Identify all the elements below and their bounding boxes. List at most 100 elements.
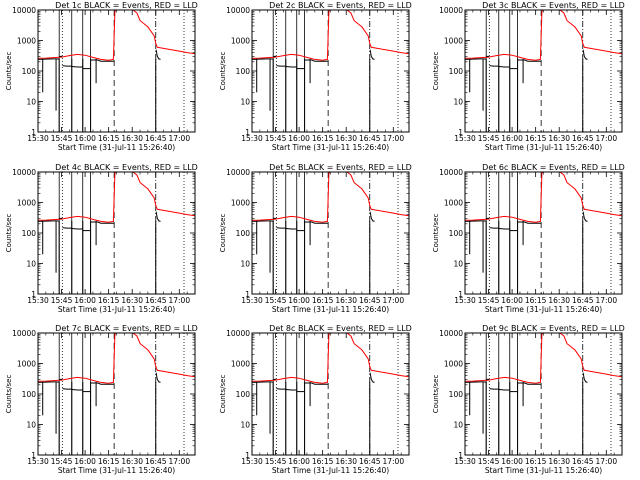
- x-tick-label: 15:30: [241, 296, 263, 305]
- series-lld-line: [465, 172, 622, 223]
- series-events-segment: [62, 65, 72, 67]
- x-axis-label: Start Time (31-Jul-11 15:26:40): [272, 143, 389, 152]
- x-tick-label: 16:45: [359, 457, 381, 466]
- series-events-segment: [90, 59, 114, 62]
- series-events-segment: [465, 220, 487, 222]
- panel-det-4: 1 10 100 1000 10000 15:30 15:45 16:00 16:15 16:30…: [5, 163, 198, 314]
- x-tick-label: 16:00: [501, 296, 523, 305]
- series-events-segment: [252, 58, 274, 60]
- y-tick-label: 10000: [12, 329, 36, 338]
- x-tick-label: 15:45: [265, 457, 287, 466]
- series-events-segment: [38, 381, 60, 383]
- y-tick-label: 10000: [439, 6, 463, 15]
- panel-title: Det 4c BLACK = Events, RED = LLD: [55, 163, 198, 172]
- panel-title: Det 8c BLACK = Events, RED = LLD: [269, 324, 412, 333]
- x-tick-label: 16:30: [335, 457, 357, 466]
- series-events-segment: [90, 382, 114, 385]
- series-events-segment: [304, 382, 328, 385]
- series-events-segment: [582, 372, 588, 383]
- y-tick-label: 1: [31, 451, 36, 460]
- y-tick-label: 1000: [231, 360, 250, 369]
- x-tick-label: 16:00: [74, 134, 96, 143]
- x-axis-label: Start Time (31-Jul-11 15:26:40): [485, 466, 602, 475]
- x-axis-label: Start Time (31-Jul-11 15:26:40): [58, 143, 175, 152]
- plot-area: [252, 172, 409, 294]
- series-events-segment: [369, 49, 375, 60]
- series-lld-line: [38, 10, 195, 61]
- x-tick-label: 15:30: [454, 457, 476, 466]
- x-tick-label: 16:00: [288, 134, 310, 143]
- x-axis-label: Start Time (31-Jul-11 15:26:40): [58, 466, 175, 475]
- panel-title: Det 9c BLACK = Events, RED = LLD: [482, 324, 625, 333]
- y-axis-label: Counts/sec: [5, 214, 13, 253]
- series-events-segment: [304, 221, 328, 224]
- panel-title: Det 6c BLACK = Events, RED = LLD: [482, 163, 625, 172]
- x-tick-label: 17:00: [595, 457, 617, 466]
- series-events-segment: [252, 220, 274, 222]
- x-tick-label: 16:15: [98, 457, 120, 466]
- y-axis-label: Counts/sec: [5, 52, 13, 91]
- x-tick-label: 16:30: [548, 457, 570, 466]
- series-events-segment: [252, 381, 274, 383]
- y-tick-label: 10: [240, 98, 250, 107]
- x-tick-label: 15:30: [27, 296, 49, 305]
- series-events-segment: [498, 228, 510, 230]
- y-tick-label: 10000: [439, 329, 463, 338]
- series-lld-line: [252, 10, 409, 61]
- series-events-segment: [465, 58, 487, 60]
- plot-area: [465, 333, 622, 455]
- x-tick-label: 16:15: [98, 134, 120, 143]
- x-tick-label: 15:45: [265, 134, 287, 143]
- y-tick-label: 10000: [439, 168, 463, 177]
- plot-frame: [37, 9, 196, 133]
- y-tick-label: 100: [449, 390, 464, 399]
- x-tick-label: 16:30: [121, 134, 143, 143]
- y-tick-label: 1: [458, 451, 463, 460]
- y-tick-label: 100: [22, 390, 37, 399]
- y-tick-label: 10000: [12, 6, 36, 15]
- y-tick-label: 10: [453, 260, 463, 269]
- y-axis-label: Counts/sec: [219, 52, 227, 91]
- series-events-segment: [38, 220, 60, 222]
- series-events-segment: [62, 227, 72, 229]
- series-lld-line: [252, 172, 409, 223]
- series-events-segment: [489, 227, 499, 229]
- y-tick-label: 100: [236, 390, 251, 399]
- y-axis-label: Counts/sec: [432, 375, 440, 414]
- y-tick-label: 1000: [231, 199, 250, 208]
- series-events-segment: [285, 228, 297, 230]
- x-tick-label: 16:45: [572, 296, 594, 305]
- plot-frame: [464, 9, 623, 133]
- x-axis-label: Start Time (31-Jul-11 15:26:40): [58, 305, 175, 314]
- y-tick-label: 100: [449, 67, 464, 76]
- x-tick-label: 16:00: [501, 134, 523, 143]
- series-events-segment: [276, 227, 286, 229]
- y-tick-label: 10000: [226, 168, 250, 177]
- series-events-segment: [517, 382, 541, 385]
- y-tick-label: 10000: [226, 6, 250, 15]
- y-tick-label: 1000: [231, 37, 250, 46]
- series-events-segment: [285, 389, 297, 391]
- x-tick-label: 17:00: [168, 457, 190, 466]
- x-tick-label: 16:30: [548, 296, 570, 305]
- x-tick-label: 17:00: [382, 296, 404, 305]
- panel-det-7: 1 10 100 1000 10000 15:30 15:45 16:00 16:15 16:30…: [5, 324, 198, 475]
- x-tick-label: 16:15: [312, 134, 334, 143]
- y-tick-label: 10000: [226, 329, 250, 338]
- series-lld-line: [465, 333, 622, 384]
- x-tick-label: 15:30: [27, 134, 49, 143]
- x-tick-label: 16:45: [572, 457, 594, 466]
- series-events-segment: [276, 65, 286, 67]
- x-tick-label: 15:45: [478, 134, 500, 143]
- panel-title: Det 7c BLACK = Events, RED = LLD: [55, 324, 198, 333]
- series-events-segment: [155, 49, 161, 60]
- series-lld-line: [252, 333, 409, 384]
- series-events-segment: [155, 372, 161, 383]
- y-axis-label: Counts/sec: [432, 214, 440, 253]
- x-tick-label: 16:30: [121, 457, 143, 466]
- y-tick-label: 10: [240, 260, 250, 269]
- plot-area: [252, 333, 409, 455]
- y-axis-label: Counts/sec: [432, 52, 440, 91]
- y-tick-label: 1: [31, 290, 36, 299]
- x-tick-label: 16:15: [525, 134, 547, 143]
